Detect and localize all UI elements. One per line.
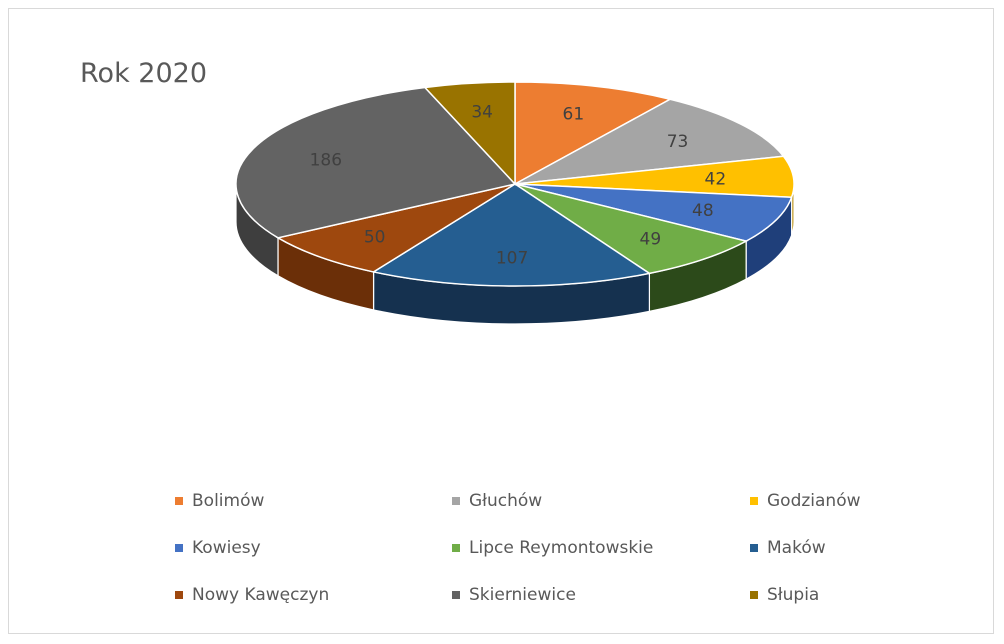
data-label-2: 42 [705,170,727,190]
data-label-4: 49 [640,229,662,249]
slice-4 [514,183,749,275]
data-label-3: 48 [692,201,714,221]
data-label-6: 50 [364,228,386,248]
slice-7 [235,86,517,239]
slice-5 [371,183,652,287]
slice-0 [514,81,673,186]
data-label-1: 73 [667,132,689,152]
pie-tops [235,81,795,287]
slice-3 [514,183,793,242]
slice-8 [423,81,516,186]
data-label-7: 186 [310,150,342,170]
data-label-8: 34 [471,103,493,123]
data-label-5: 107 [496,248,528,268]
chart-title: Rok 2020 [80,58,207,89]
slice-6 [275,183,516,273]
data-label-0: 61 [563,105,585,125]
data-labels: 61 73 42 48 49 107 50 186 34 [310,103,727,269]
